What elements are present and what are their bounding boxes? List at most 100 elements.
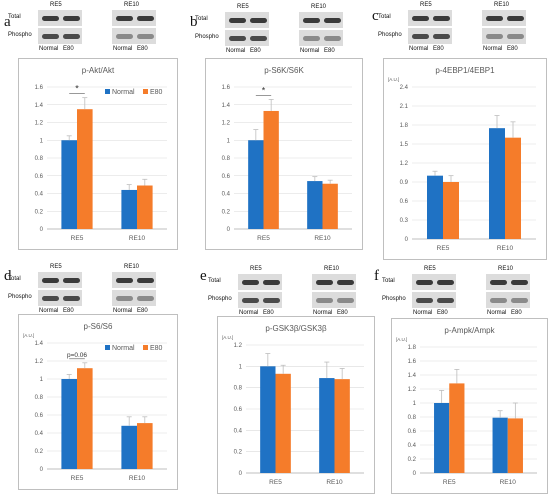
panel-letter: c xyxy=(372,8,379,24)
panel-letter: f xyxy=(374,268,379,284)
protein-band xyxy=(507,34,524,39)
protein-band xyxy=(250,18,267,23)
blot-lane-label: Normal xyxy=(39,308,59,314)
bar-e80-re5 xyxy=(77,109,93,229)
bar-e80-re5 xyxy=(443,182,459,239)
protein-band xyxy=(63,34,80,39)
blot-band-image xyxy=(482,10,526,26)
y-tick-label: 2.1 xyxy=(400,104,409,110)
y-tick-label: 1 xyxy=(413,401,417,407)
chart-title: p-Akt/Akt xyxy=(82,66,115,75)
blot-lane-label: E80 xyxy=(263,310,274,316)
blot-band-image xyxy=(486,274,530,290)
blot-row-label: Total xyxy=(378,14,391,20)
blot-group-label: RE5 xyxy=(250,266,262,272)
x-category-label: RE5 xyxy=(443,479,456,486)
y-tick-label: 0.6 xyxy=(400,199,409,205)
axis-unit-label: [A.U.] xyxy=(222,335,233,340)
blot-band-image xyxy=(112,272,156,288)
bar-normal-re5 xyxy=(260,366,276,473)
bar-normal-re10 xyxy=(489,128,505,239)
chart-title: p-4EBP1/4EBP1 xyxy=(435,66,495,75)
blot-lane-label: E80 xyxy=(337,310,348,316)
protein-band xyxy=(433,16,450,21)
y-tick-label: 0.6 xyxy=(35,174,44,180)
y-tick-label: 0.8 xyxy=(408,415,417,421)
protein-band xyxy=(116,16,133,21)
bar-normal-re5 xyxy=(248,140,264,229)
blot-lane-label: Normal xyxy=(239,310,259,316)
blot-band-image xyxy=(38,28,82,44)
y-tick-label: 0 xyxy=(413,471,417,477)
bar-normal-re10 xyxy=(307,181,323,229)
blot-lane-label: E80 xyxy=(137,308,148,314)
protein-band xyxy=(416,298,433,303)
protein-band xyxy=(42,34,59,39)
protein-band xyxy=(242,280,259,285)
y-tick-label: 1.2 xyxy=(35,121,44,127)
blot-band-image xyxy=(486,292,530,308)
protein-band xyxy=(511,298,528,303)
y-tick-label: 1.2 xyxy=(234,343,243,349)
blot-row-label: Total xyxy=(208,278,221,284)
y-tick-label: 1.4 xyxy=(222,103,231,109)
x-category-label: RE10 xyxy=(129,475,146,482)
axis-unit-label: [A.U.] xyxy=(23,333,34,338)
y-tick-label: 0.6 xyxy=(222,174,231,180)
x-category-label: RE10 xyxy=(326,479,343,486)
protein-band xyxy=(116,34,133,39)
blot-lane-label: Normal xyxy=(483,46,503,52)
protein-band xyxy=(137,16,154,21)
y-tick-label: 1.2 xyxy=(35,359,44,365)
bar-e80-re10 xyxy=(334,379,350,473)
protein-band xyxy=(507,16,524,21)
bar-normal-re10 xyxy=(121,425,137,469)
protein-band xyxy=(303,18,320,23)
legend-swatch-normal xyxy=(105,89,110,94)
blot-group-label: RE5 xyxy=(50,264,62,270)
blot-group-label: RE5 xyxy=(50,2,62,8)
bar-chart: p-GSK3β/GSK3β [A.U.] 0 0.2 0.4 0.6 0.8 1 1.2 RE5 R… xyxy=(222,324,364,486)
blot-lane-label: E80 xyxy=(63,308,74,314)
blot-group-label: RE5 xyxy=(420,2,432,8)
blot-band-image xyxy=(299,12,343,28)
significance-label: * xyxy=(262,85,266,95)
protein-band xyxy=(42,296,59,301)
y-tick-label: 0 xyxy=(40,467,44,473)
x-category-label: RE5 xyxy=(257,235,270,242)
y-tick-label: 0.2 xyxy=(35,209,44,215)
bar-chart: p-4EBP1/4EBP1 [A.U.] 0 0.3 0.6 0.9 1.2 1.5 1.8 2.… xyxy=(388,66,536,252)
y-tick-label: 0.4 xyxy=(234,428,243,434)
x-category-label: RE5 xyxy=(269,479,282,486)
y-tick-label: 1.4 xyxy=(408,373,417,379)
protein-band xyxy=(337,298,354,303)
y-tick-label: 1 xyxy=(227,138,231,144)
y-tick-label: 1.8 xyxy=(408,345,417,351)
protein-band xyxy=(242,298,259,303)
blot-band-image xyxy=(412,292,456,308)
y-tick-label: 0.9 xyxy=(400,180,409,186)
blot-group-label: RE10 xyxy=(124,264,140,270)
y-tick-label: 0 xyxy=(40,227,44,233)
y-tick-label: 0.2 xyxy=(234,450,243,456)
bar-normal-re5 xyxy=(61,140,77,229)
y-tick-label: 1.2 xyxy=(400,161,409,167)
y-tick-label: 1 xyxy=(40,377,44,383)
protein-band xyxy=(486,16,503,21)
y-tick-label: 0 xyxy=(239,471,243,477)
y-tick-label: 1 xyxy=(239,364,243,370)
western-blot: RE5 Normal E80 RE10 Normal E80 Total Phospho xyxy=(8,2,168,54)
chart-title: p-S6K/S6K xyxy=(264,66,304,75)
blot-row-label: Phospho xyxy=(8,32,32,38)
y-tick-label: 0.8 xyxy=(35,395,44,401)
panel-letter: d xyxy=(4,268,12,284)
y-tick-label: 1.6 xyxy=(408,359,417,365)
protein-band xyxy=(63,296,80,301)
protein-band xyxy=(412,34,429,39)
significance-label: p=0.06 xyxy=(67,352,87,359)
blot-lane-label: E80 xyxy=(324,48,335,54)
bar-e80-re10 xyxy=(505,137,521,239)
blot-band-image xyxy=(38,290,82,306)
protein-band xyxy=(137,296,154,301)
legend-label: E80 xyxy=(150,345,163,352)
